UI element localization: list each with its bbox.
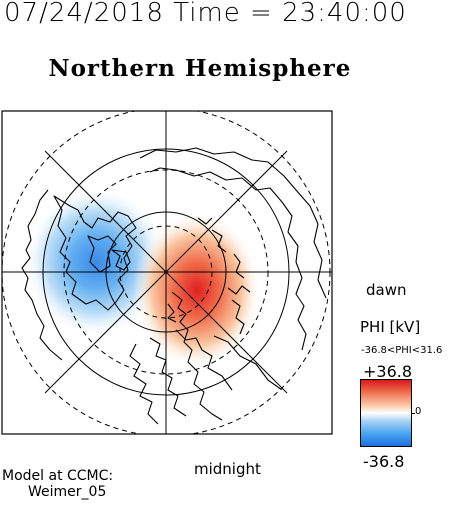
negative-potential-cell bbox=[24, 187, 168, 337]
colorbar-min-label: -36.8 bbox=[363, 452, 405, 471]
positive-potential-cell bbox=[133, 212, 261, 368]
model-name: Weimer_05 bbox=[28, 484, 107, 500]
colorbar-zero-tick bbox=[411, 413, 415, 414]
meridians bbox=[2, 111, 332, 434]
timestamp: 07/24/2018 Time = 23:40:00 bbox=[4, 0, 407, 28]
midnight-label: midnight bbox=[194, 460, 261, 478]
page-title: Northern Hemisphere bbox=[48, 55, 352, 82]
colorbar-title: PHI [kV] bbox=[360, 318, 421, 336]
colorbar-max-label: +36.8 bbox=[363, 362, 413, 381]
model-credit: Model at CCMC: bbox=[2, 468, 114, 484]
colorbar-zero-label: 0 bbox=[415, 406, 422, 417]
polar-map bbox=[1, 110, 333, 435]
dawn-label: dawn bbox=[366, 281, 407, 299]
map-frame bbox=[1, 110, 333, 435]
colorbar-range: -36.8<PHI<31.6 bbox=[361, 345, 443, 356]
colorbar bbox=[360, 379, 412, 447]
coastlines bbox=[21, 147, 327, 425]
